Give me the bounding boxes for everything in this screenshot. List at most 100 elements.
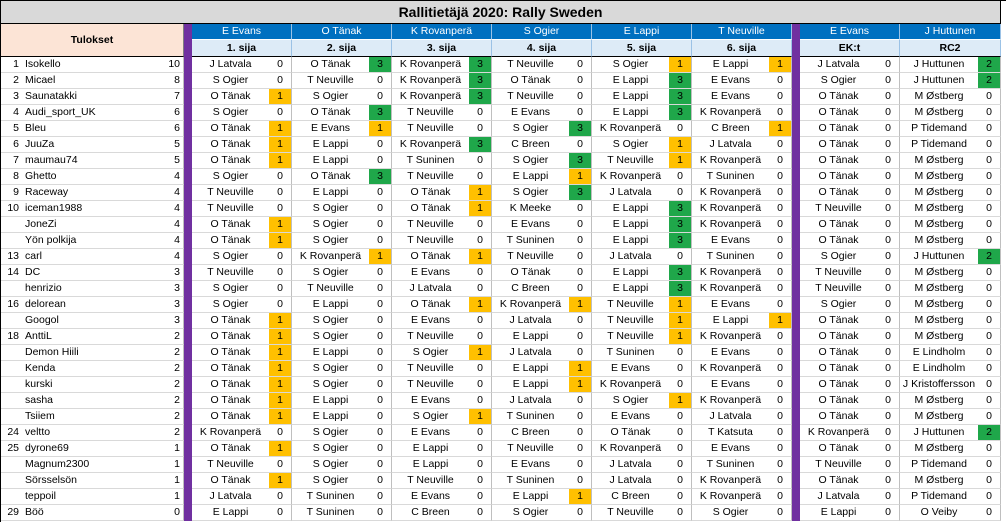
pick-cell[interactable]: O Tänak 1 [392,297,492,313]
pick-cell[interactable]: O Tänak 1 [192,329,292,345]
pick-cell[interactable]: J Latvala 0 [592,473,692,489]
pick-cell[interactable]: E Evans 1 [292,121,392,137]
header-driver-name[interactable]: S Ogier [492,24,592,40]
pick-cell[interactable]: J Latvala 0 [492,313,592,329]
table-row[interactable]: 24 veltto 2 [1,425,184,441]
pick-cell[interactable]: S Ogier 0 [292,201,392,217]
pick-cell[interactable]: T Neuville 0 [800,281,900,297]
pick-cell[interactable]: T Neuville 0 [292,281,392,297]
pick-cell[interactable]: K Rovanperä 3 [392,57,492,73]
pick-cell[interactable]: K Rovanperä 3 [392,89,492,105]
pick-cell[interactable]: E Evans 0 [492,105,592,121]
pick-cell[interactable]: M Østberg 0 [900,297,1001,313]
pick-cell[interactable]: O Tänak 0 [800,473,900,489]
pick-cell[interactable]: T Suninen 0 [292,489,392,505]
pick-cell[interactable]: T Neuville 0 [192,201,292,217]
pick-cell[interactable]: T Suninen 0 [392,153,492,169]
pick-cell[interactable]: E Evans 0 [692,297,792,313]
pick-cell[interactable]: T Neuville 0 [800,457,900,473]
pick-cell[interactable]: T Suninen 0 [592,345,692,361]
table-row[interactable]: 14 DC 3 [1,265,184,281]
pick-cell[interactable]: S Ogier 0 [292,457,392,473]
pick-cell[interactable]: O Veiby 0 [900,505,1001,521]
pick-cell[interactable]: E Lappi 0 [292,409,392,425]
table-row[interactable]: 7 maumau74 5 [1,153,184,169]
pick-cell[interactable]: C Breen 0 [492,281,592,297]
pick-cell[interactable]: S Ogier 0 [800,297,900,313]
pick-cell[interactable]: O Tänak 0 [800,137,900,153]
pick-cell[interactable]: S Ogier 0 [192,73,292,89]
pick-cell[interactable]: K Rovanperä 0 [692,329,792,345]
pick-cell[interactable]: J Latvala 0 [592,185,692,201]
pick-cell[interactable]: K Rovanperä 0 [692,153,792,169]
pick-cell[interactable]: J Latvala 0 [692,137,792,153]
pick-cell[interactable]: S Ogier 3 [492,121,592,137]
pick-cell[interactable]: O Tänak 1 [192,345,292,361]
pick-cell[interactable]: T Neuville 0 [192,265,292,281]
header-driver-name[interactable]: E Evans [192,24,292,40]
pick-cell[interactable]: E Evans 0 [592,361,692,377]
pick-cell[interactable]: O Tänak 0 [492,265,592,281]
pick-cell[interactable]: K Rovanperä 1 [492,297,592,313]
pick-cell[interactable]: S Ogier 0 [192,249,292,265]
table-row[interactable]: 2 Micael 8 [1,73,184,89]
pick-cell[interactable]: T Neuville 0 [192,185,292,201]
table-row[interactable]: 5 Bleu 6 [1,121,184,137]
pick-cell[interactable]: P Tidemand 0 [900,121,1001,137]
header-driver-name[interactable]: T Neuville [692,24,792,40]
pick-cell[interactable]: O Tänak 1 [192,409,292,425]
pick-cell[interactable]: T Suninen 0 [492,473,592,489]
pick-cell[interactable]: E Evans 0 [592,409,692,425]
table-row[interactable]: 1 Isokello 10 [1,57,184,73]
pick-cell[interactable]: E Evans 0 [692,441,792,457]
header-position[interactable]: 3. sija [392,40,492,57]
pick-cell[interactable]: S Ogier 1 [592,137,692,153]
table-row[interactable]: 8 Ghetto 4 [1,169,184,185]
pick-cell[interactable]: S Ogier 0 [292,425,392,441]
pick-cell[interactable]: J Kristoffersson 0 [900,377,1001,393]
pick-cell[interactable]: K Meeke 0 [492,201,592,217]
pick-cell[interactable]: S Ogier 1 [592,57,692,73]
pick-cell[interactable]: O Tänak 0 [800,313,900,329]
table-row[interactable]: 25 dyrone69 1 [1,441,184,457]
pick-cell[interactable]: C Breen 0 [492,425,592,441]
pick-cell[interactable]: E Evans 0 [392,265,492,281]
pick-cell[interactable]: P Tidemand 0 [900,489,1001,505]
pick-cell[interactable]: T Neuville 0 [392,361,492,377]
pick-cell[interactable]: S Ogier 0 [292,313,392,329]
pick-cell[interactable]: K Rovanperä 0 [800,425,900,441]
pick-cell[interactable]: T Neuville 0 [492,57,592,73]
pick-cell[interactable]: T Suninen 0 [292,505,392,521]
table-row[interactable]: teppoil 1 [1,489,184,505]
pick-cell[interactable]: E Evans 0 [392,489,492,505]
pick-cell[interactable]: S Ogier 0 [192,281,292,297]
pick-cell[interactable]: E Lappi 0 [292,153,392,169]
pick-cell[interactable]: E Lappi 3 [592,73,692,89]
pick-cell[interactable]: K Rovanperä 0 [692,201,792,217]
pick-cell[interactable]: K Rovanperä 3 [392,73,492,89]
pick-cell[interactable]: M Østberg 0 [900,441,1001,457]
pick-cell[interactable]: T Neuville 0 [392,121,492,137]
table-row[interactable]: Magnum2300 1 [1,457,184,473]
pick-cell[interactable]: J Huttunen 2 [900,73,1001,89]
pick-cell[interactable]: T Neuville 0 [392,233,492,249]
pick-cell[interactable]: S Ogier 3 [492,153,592,169]
pick-cell[interactable]: K Rovanperä 0 [692,185,792,201]
pick-cell[interactable]: E Evans 0 [692,233,792,249]
pick-cell[interactable]: E Lappi 0 [492,329,592,345]
pick-cell[interactable]: O Tänak 0 [592,425,692,441]
pick-cell[interactable]: S Ogier 0 [292,89,392,105]
pick-cell[interactable]: T Neuville 0 [292,73,392,89]
pick-cell[interactable]: E Lappi 0 [292,185,392,201]
pick-cell[interactable]: S Ogier 0 [800,73,900,89]
pick-cell[interactable]: S Ogier 0 [492,505,592,521]
pick-cell[interactable]: T Neuville 0 [392,105,492,121]
pick-cell[interactable]: O Tänak 0 [800,361,900,377]
pick-cell[interactable]: S Ogier 0 [292,361,392,377]
pick-cell[interactable]: S Ogier 0 [292,265,392,281]
pick-cell[interactable]: T Neuville 1 [592,297,692,313]
pick-cell[interactable]: T Neuville 0 [492,249,592,265]
pick-cell[interactable]: T Suninen 0 [692,249,792,265]
pick-cell[interactable]: O Tänak 0 [800,441,900,457]
pick-cell[interactable]: E Lappi 1 [492,377,592,393]
